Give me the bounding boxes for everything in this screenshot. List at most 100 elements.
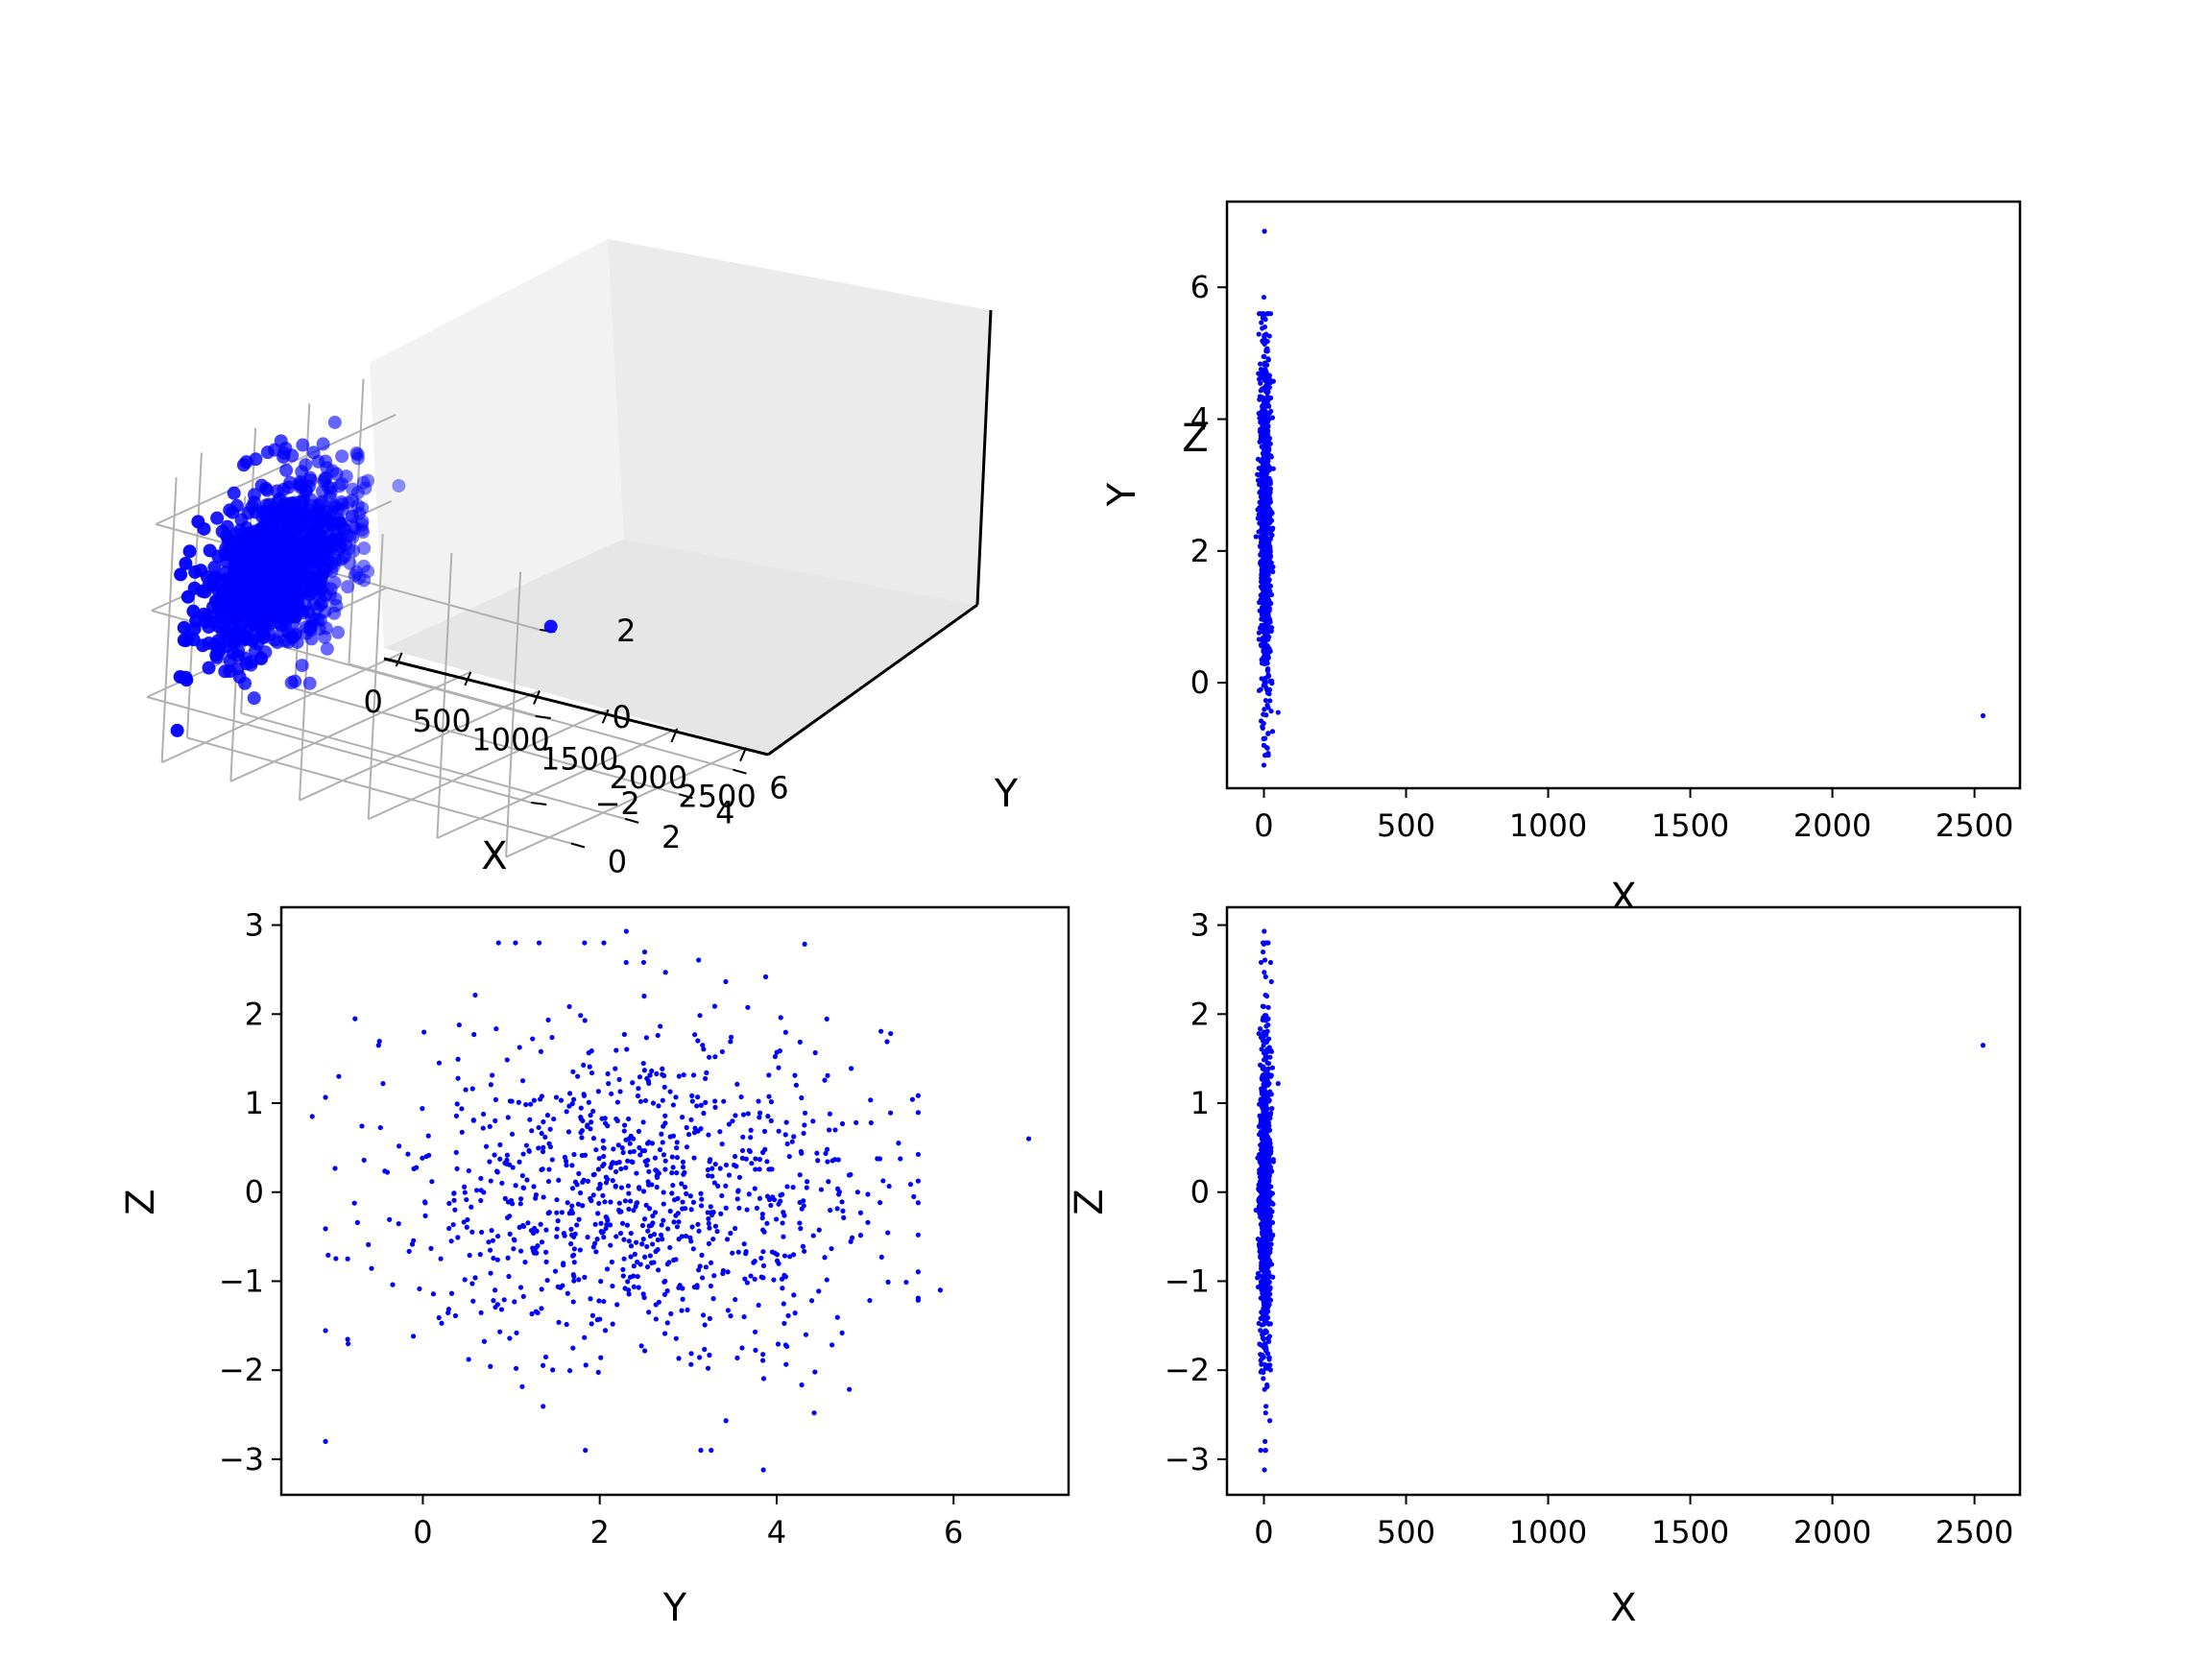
data-point: [759, 1211, 765, 1217]
data-point: [652, 1155, 659, 1161]
data-point: [472, 1275, 478, 1281]
data-point: [1262, 1136, 1267, 1142]
data-point: [647, 1072, 653, 1078]
x-tick-label: 2000: [1793, 807, 1871, 844]
data-point: [562, 1154, 568, 1160]
y-tick-label: 3: [245, 907, 264, 944]
data-point: [488, 1082, 493, 1088]
data-point: [816, 1288, 822, 1294]
data-point: [323, 1438, 328, 1444]
data-point: [624, 1046, 630, 1052]
data-point: [627, 1149, 633, 1155]
data-point: [768, 1202, 774, 1209]
data-point: [733, 1225, 738, 1232]
data-point: [646, 1182, 652, 1188]
data-point: [1263, 1013, 1269, 1019]
data-point: [636, 1128, 642, 1134]
data-point: [469, 1229, 475, 1235]
data-point: [588, 1296, 593, 1302]
data-point: [646, 1168, 652, 1174]
data-point: [576, 1216, 582, 1222]
data-point: [601, 1235, 607, 1240]
data-point: [488, 1363, 493, 1369]
data-point: [581, 1093, 588, 1098]
data-point: [757, 1110, 763, 1116]
data-point: [696, 1228, 702, 1234]
data-point: [1267, 589, 1273, 594]
data-point: [752, 1276, 757, 1283]
data-point: [1263, 501, 1269, 507]
x-tick-label: 500: [1377, 1514, 1435, 1551]
data-point: [1259, 1278, 1264, 1284]
data-point: [1268, 709, 1274, 714]
x-tick-label-3d: 2000: [610, 759, 687, 796]
data-point: [1258, 1062, 1263, 1068]
data-point: [705, 1166, 711, 1173]
data-point: [714, 1228, 720, 1235]
data-point: [639, 1222, 646, 1229]
data-point: [741, 1313, 747, 1320]
data-point: [538, 1221, 543, 1227]
data-point: [480, 1125, 486, 1131]
data-point: [587, 1064, 592, 1070]
data-point: [661, 1152, 667, 1158]
data-point: [667, 1089, 673, 1094]
data-point: [1267, 480, 1273, 486]
data-point-3d: [341, 580, 355, 594]
data-point: [455, 1075, 461, 1081]
data-point: [1258, 1352, 1263, 1358]
x-z-scatter-axes: 0 500 1000 1500 2000 2500 −3 −2 −1 0 1 2 3 X Z: [1068, 905, 2022, 1630]
data-point: [1262, 609, 1267, 614]
data-point: [679, 1308, 685, 1313]
data-point: [738, 1094, 744, 1100]
data-point-3d: [234, 513, 249, 527]
data-point: [451, 1190, 457, 1196]
data-point: [766, 1072, 772, 1078]
data-point: [603, 1174, 609, 1180]
data-point: [802, 941, 807, 948]
data-point: [839, 1120, 846, 1127]
data-point: [405, 1151, 411, 1157]
data-point-3d: [191, 515, 205, 529]
data-point: [865, 1191, 871, 1197]
data-point: [618, 1185, 625, 1190]
data-point: [730, 1250, 735, 1256]
data-point: [732, 1153, 738, 1160]
data-point: [887, 1110, 894, 1116]
data-point-3d: [320, 641, 334, 656]
data-point: [1270, 525, 1276, 531]
y-axis-label-yz: Z: [119, 1189, 163, 1214]
grid-line: [186, 736, 572, 845]
data-point: [701, 1046, 707, 1052]
data-point: [555, 1218, 561, 1224]
data-point: [613, 1047, 619, 1053]
data-point: [540, 1166, 545, 1172]
data-point: [781, 1213, 787, 1218]
data-point: [571, 1246, 577, 1252]
data-point: [1258, 552, 1263, 558]
z-tick-mark-3d: [535, 715, 551, 719]
data-point: [596, 1298, 602, 1304]
data-point: [664, 1320, 670, 1326]
y-tick-label: 3: [1190, 907, 1210, 944]
data-point: [688, 1238, 694, 1244]
data-point: [626, 1190, 632, 1196]
data-point: [797, 1039, 803, 1045]
data-point: [659, 1222, 664, 1228]
data-point: [723, 1418, 729, 1424]
data-point: [522, 1259, 528, 1265]
x-tick-label: 6: [944, 1514, 963, 1551]
data-point: [712, 1223, 719, 1229]
data-point: [625, 1183, 632, 1189]
data-point: [654, 1184, 660, 1190]
data-point: [480, 1111, 487, 1118]
data-point: [691, 1284, 697, 1290]
data-point: [494, 1169, 500, 1175]
data-point: [649, 1141, 655, 1146]
data-point: [694, 1103, 700, 1109]
data-point: [481, 1338, 488, 1344]
data-point: [707, 1225, 712, 1231]
data-point: [698, 1203, 705, 1209]
data-point: [626, 1238, 632, 1244]
